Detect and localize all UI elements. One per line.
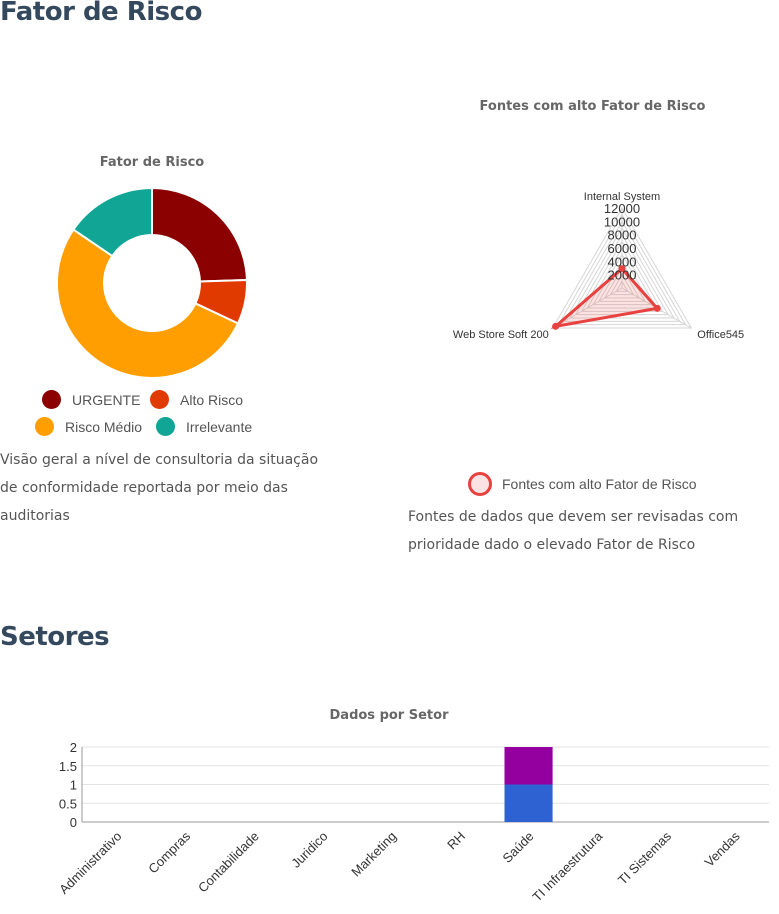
radar-point	[653, 304, 661, 312]
bar-segment	[504, 784, 553, 822]
donut-chart	[56, 186, 248, 379]
radar-point	[552, 322, 560, 330]
radar-series-area	[550, 266, 661, 329]
radar-grid-ring	[609, 273, 635, 296]
radar-grid-ring	[557, 213, 687, 326]
donut-slice-risco-médio	[56, 228, 240, 379]
bar-chart: 0 0.5 1 1.5 2 Administrativo Compras Contabilid…	[56, 740, 769, 905]
bar-segment	[504, 747, 553, 785]
legend-swatch	[42, 390, 61, 409]
radar-axis-label: Web Store Soft 200	[453, 329, 549, 341]
donut-description: Visão geral a nível de consultoria da si…	[0, 452, 319, 524]
radar-grid-ring	[603, 267, 641, 299]
radar-legend-item[interactable]: Fontes com alto Fator de Risco	[468, 472, 697, 496]
radar-spoke	[552, 287, 623, 329]
radar-grid-ring	[563, 220, 681, 322]
bar-x-tick-label: Saúde	[499, 829, 536, 866]
legend-label: Alto Risco	[180, 391, 244, 408]
radar-grid-ring	[569, 226, 675, 319]
bar-title: Dados por Setor	[329, 708, 449, 723]
bar-y-tick-label: 2	[70, 740, 77, 755]
legend-item-irrelevante[interactable]: Irrelevante	[156, 417, 252, 436]
section-title-sectors: Setores	[0, 622, 110, 652]
legend-item-risco-medio[interactable]: Risco Médio	[35, 417, 142, 436]
bar-x-tick-label: Contabilidade	[195, 829, 262, 896]
bar-x-tick-label: Marketing	[348, 829, 399, 880]
bar-y-tick-label: 0.5	[59, 796, 77, 811]
legend-label: URGENTE	[72, 391, 141, 408]
legend-label: Risco Médio	[65, 418, 143, 435]
legend-swatch	[150, 390, 169, 409]
bar-x-tick-label: TI Sistemas	[615, 828, 674, 887]
legend-item-alto-risco[interactable]: Alto Risco	[150, 390, 243, 409]
donut-slice-irrelevante	[72, 186, 153, 258]
radar-grid-ring	[580, 240, 664, 312]
bar-x-tick-label: RH	[444, 829, 468, 853]
radar-grid-ring	[586, 247, 658, 309]
radar-tick-label: 4000	[608, 254, 637, 269]
legend-label: Irrelevante	[186, 418, 253, 435]
bar-x-tick-label: Vendas	[701, 828, 743, 870]
bar-x-tick-label: Juridico	[288, 829, 330, 871]
radar-axis-label: Office545	[697, 329, 744, 341]
bar-y-tick-label: 1.5	[59, 759, 77, 774]
radar-tick-label: 12000	[604, 201, 640, 216]
radar-tick-label: 6000	[608, 241, 637, 256]
radar-grid-ring	[551, 207, 693, 329]
radar-tick-label: 2000	[608, 268, 637, 283]
radar-description: Fontes de dados que devem ser revisadas …	[408, 509, 739, 553]
bar-y-tick-label: 0	[70, 815, 77, 830]
legend-item-urgente[interactable]: URGENTE	[42, 390, 140, 409]
donut-slice-urgente	[151, 186, 248, 283]
legend-swatch	[35, 417, 54, 436]
radar-title: Fontes com alto Fator de Risco	[479, 99, 706, 114]
legend-swatch	[468, 472, 492, 496]
radar-axis-label: Internal System	[584, 191, 660, 203]
legend-swatch	[156, 417, 175, 436]
bar-x-tick-label: Administrativo	[56, 829, 124, 897]
legend-label: Fontes com alto Fator de Risco	[502, 476, 697, 492]
bar-x-tick-label: Compras	[145, 828, 193, 876]
section-title-risk: Fator de Risco	[0, 0, 202, 27]
bar-y-tick-label: 1	[70, 778, 77, 793]
radar-grid-ring	[615, 280, 629, 292]
donut-title: Fator de Risco	[99, 155, 205, 170]
bar-x-tick-label: TI Infraestrutura	[529, 828, 606, 905]
radar-tick-label: 8000	[608, 228, 637, 243]
radar-point	[618, 265, 626, 273]
radar-tick-label: 10000	[604, 214, 640, 229]
